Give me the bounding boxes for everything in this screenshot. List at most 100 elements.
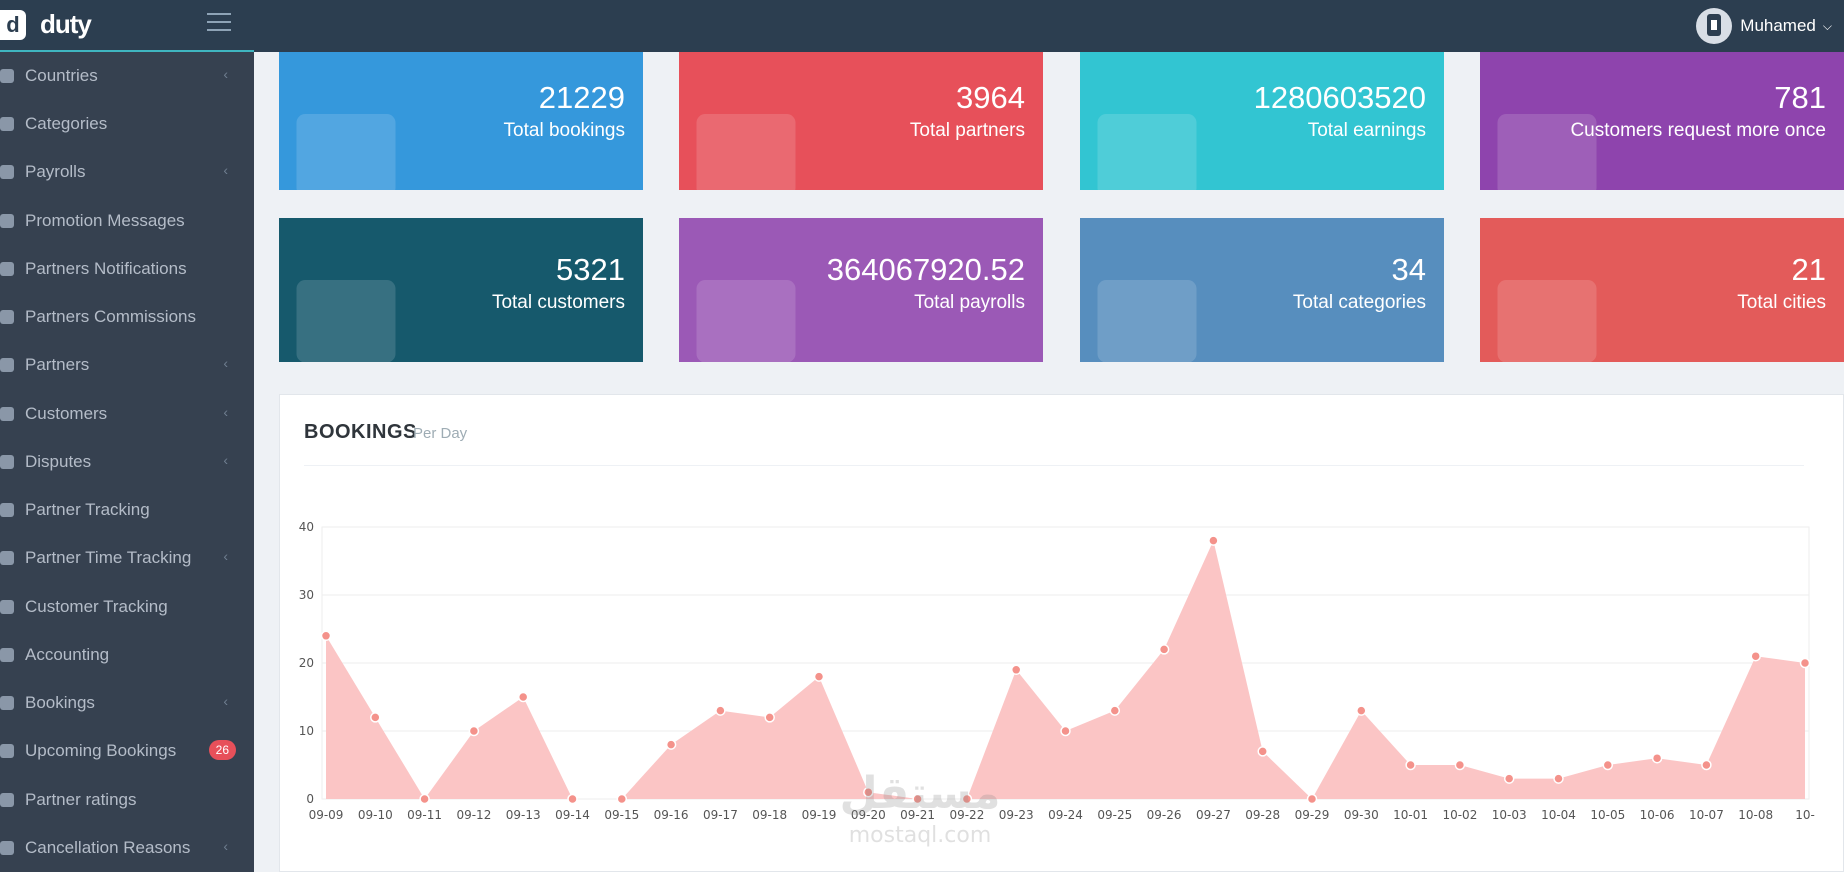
- sidebar-item-label: Cancellation Reasons: [25, 838, 191, 857]
- person-icon: [296, 280, 396, 362]
- sidebar-item[interactable]: Accounting: [0, 631, 254, 679]
- user-name: Muhamed: [1740, 16, 1816, 35]
- stat-card[interactable]: 781 Customers request more once: [1480, 52, 1844, 190]
- x-tick-label: 10-05: [1590, 808, 1625, 822]
- sidebar-item[interactable]: Categories: [0, 100, 254, 148]
- svg-text:mostaql.com: mostaql.com: [849, 823, 992, 848]
- sidebar-item[interactable]: Disputes ‹: [0, 438, 254, 486]
- chevron-left-icon: ‹: [223, 404, 228, 420]
- sidebar-item-label: Partners Notifications: [25, 259, 187, 278]
- sidebar-item-icon: [0, 744, 14, 758]
- data-point: [1602, 759, 1614, 771]
- data-point: [1405, 759, 1416, 771]
- x-tick-label: 09-24: [1048, 808, 1083, 822]
- stat-label: Total bookings: [503, 120, 625, 141]
- stat-label: Total partners: [909, 120, 1025, 141]
- bookings-panel: BOOKINGS Per Day 0 10 20 30 40 09-09 09-10 09-1…: [279, 394, 1844, 872]
- x-tick-label: 09-12: [456, 808, 491, 822]
- area-series: [326, 540, 1805, 799]
- stat-card[interactable]: 34 Total categories: [1080, 218, 1444, 362]
- data-point: [616, 793, 628, 805]
- x-tick-label: 09-18: [752, 808, 787, 822]
- sidebar-item[interactable]: Promotion Messages: [0, 197, 254, 245]
- menu-toggle-icon[interactable]: [207, 13, 231, 33]
- stat-card[interactable]: 21229 Total bookings: [279, 52, 643, 190]
- count-badge: 26: [208, 740, 236, 760]
- logo[interactable]: d duty: [0, 0, 254, 52]
- x-tick-label: 10-: [1795, 808, 1815, 822]
- x-tick-label: 09-10: [358, 808, 393, 822]
- sidebar-item[interactable]: Countries ‹: [0, 52, 254, 100]
- sidebar-item-icon: [0, 551, 14, 565]
- sidebar-item-label: Disputes: [25, 452, 92, 471]
- trend-up-icon: [1097, 114, 1197, 190]
- data-point: [1799, 657, 1811, 669]
- sidebar-item-icon: [0, 117, 14, 131]
- sidebar-item-icon: [0, 310, 14, 324]
- sidebar-item[interactable]: Partners ‹: [0, 341, 254, 389]
- sidebar-item-icon: [0, 648, 14, 662]
- data-point: [1503, 773, 1515, 784]
- stat-card[interactable]: 5321 Total customers: [279, 218, 643, 362]
- sidebar-item-label: Partner Time Tracking: [25, 548, 192, 567]
- x-tick-label: 10-02: [1442, 808, 1477, 822]
- sidebar-item-icon: [0, 600, 14, 614]
- sidebar-item[interactable]: Customers ‹: [0, 390, 254, 438]
- x-tick-label: 09-16: [654, 808, 689, 822]
- sidebar-item-icon: [0, 407, 14, 421]
- sidebar-item[interactable]: Partner Tracking: [0, 486, 254, 534]
- stat-card[interactable]: 364067920.52 Total payrolls: [679, 218, 1043, 362]
- data-point: [419, 793, 430, 805]
- data-point: [1208, 535, 1219, 546]
- x-tick-label: 10-07: [1689, 808, 1724, 822]
- stat-card[interactable]: 21 Total cities: [1480, 218, 1844, 362]
- sidebar-item[interactable]: Payrolls ‹: [0, 148, 254, 196]
- sidebar-item[interactable]: Partner Time Tracking ‹: [0, 534, 254, 582]
- data-point: [665, 739, 677, 750]
- logo-mark: d: [0, 10, 26, 40]
- question-icon: [1497, 114, 1597, 190]
- data-point: [764, 712, 775, 723]
- data-point: [1553, 773, 1564, 784]
- sidebar-item[interactable]: Cancellation Reasons ‹: [0, 824, 254, 872]
- stat-value: 1280603520: [1253, 80, 1426, 115]
- stat-card[interactable]: 1280603520 Total earnings: [1080, 52, 1444, 190]
- x-tick-label: 09-30: [1344, 808, 1379, 822]
- data-point: [912, 793, 923, 805]
- sidebar-item-label: Partners: [25, 355, 90, 374]
- svg-text:مستقل: مستقل: [840, 768, 1001, 819]
- sidebar-item[interactable]: Customer Tracking: [0, 583, 254, 631]
- data-point: [813, 671, 825, 682]
- chevron-left-icon: ‹: [223, 838, 228, 854]
- stat-label: Total customers: [491, 292, 625, 313]
- chevron-left-icon: ‹: [223, 66, 228, 82]
- stat-card[interactable]: 3964 Total partners: [679, 52, 1043, 190]
- data-point: [1109, 705, 1121, 716]
- x-tick-label: 09-19: [802, 808, 837, 822]
- stat-value: 364067920.52: [826, 252, 1025, 287]
- sidebar-item-icon: [0, 69, 14, 83]
- sidebar-item-icon: [0, 262, 14, 276]
- sidebar-item[interactable]: Bookings ‹: [0, 679, 254, 727]
- chevron-down-icon: ⌵: [1822, 18, 1832, 33]
- user-menu[interactable]: Muhamed ⌵: [1696, 6, 1832, 46]
- sidebar-item[interactable]: Upcoming Bookings 26: [0, 727, 254, 775]
- x-tick-label: 09-14: [555, 808, 590, 822]
- sidebar-item[interactable]: Partners Notifications: [0, 245, 254, 293]
- sidebar-item-icon: [0, 696, 14, 710]
- x-tick-label: 09-29: [1295, 808, 1330, 822]
- data-point: [1651, 752, 1663, 764]
- chevron-left-icon: ‹: [223, 452, 228, 468]
- chevron-left-icon: ‹: [223, 548, 228, 564]
- stat-label: Total categories: [1292, 292, 1426, 313]
- chevron-left-icon: ‹: [223, 693, 228, 709]
- sidebar-item[interactable]: Partner ratings: [0, 776, 254, 824]
- sidebar-item[interactable]: Partners Commissions: [0, 293, 254, 341]
- data-point: [1750, 650, 1761, 662]
- panel-title: BOOKINGS: [304, 421, 417, 443]
- x-tick-label: 09-20: [851, 808, 886, 822]
- stat-value: 21: [1791, 252, 1826, 287]
- x-tick-label: 09-13: [506, 808, 541, 822]
- data-point: [1306, 793, 1318, 805]
- sidebar-item-icon: [0, 455, 14, 469]
